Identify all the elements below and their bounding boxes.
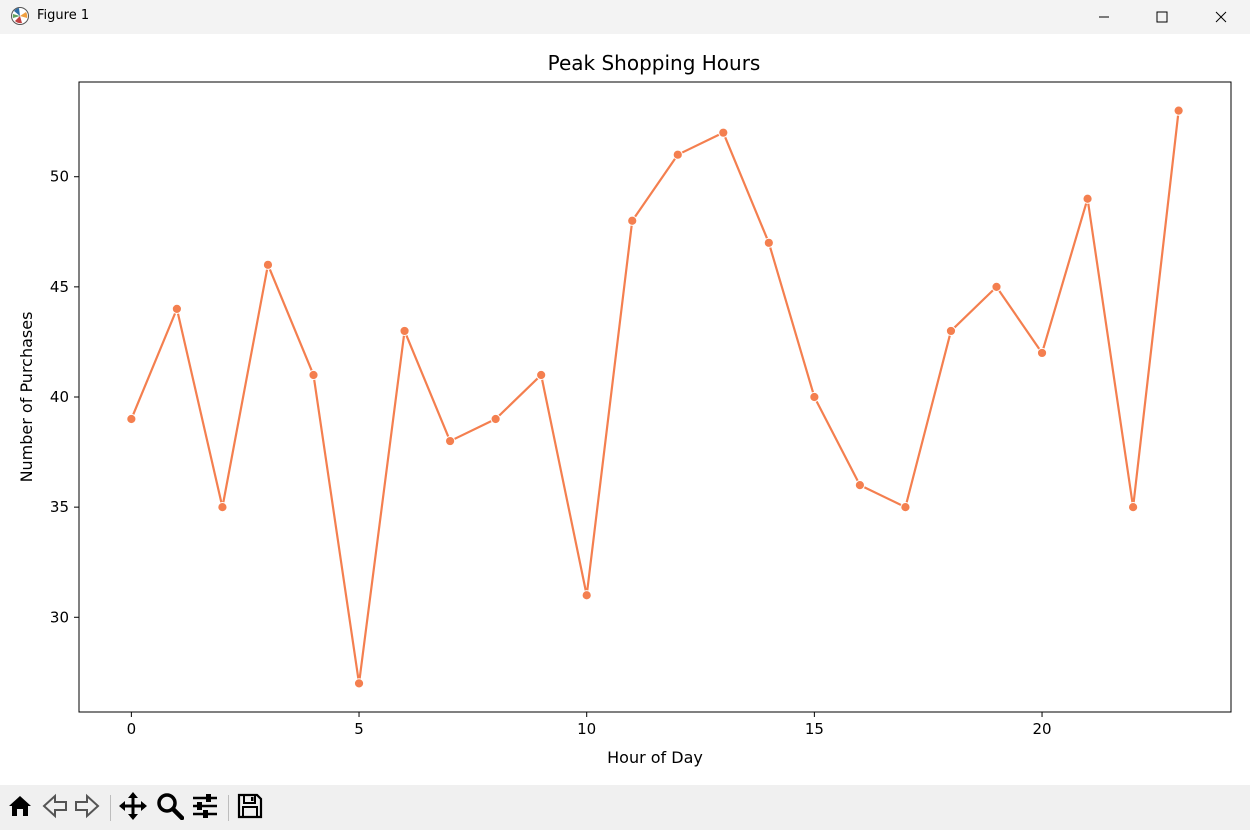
close-button[interactable]: [1192, 0, 1250, 34]
data-point: [718, 127, 729, 138]
x-axis-label: Hour of Day: [607, 748, 703, 767]
back-button[interactable]: [40, 793, 70, 823]
y-tick-label: 40: [50, 388, 69, 406]
configure-subplots-button[interactable]: [190, 793, 220, 823]
x-tick-label: 0: [127, 720, 137, 738]
data-point: [627, 215, 638, 226]
matplotlib-logo-icon: [10, 6, 30, 26]
maximize-button[interactable]: [1133, 0, 1191, 34]
save-icon: [236, 792, 264, 824]
y-tick-label: 35: [50, 498, 69, 516]
series-group: [126, 105, 1184, 689]
x-axis: 0 5 10 15 20: [127, 712, 1052, 738]
plot-area-frame: [78, 81, 1232, 713]
forward-icon: [74, 793, 100, 823]
data-point: [262, 259, 274, 270]
window-titlebar: Figure 1: [0, 0, 1250, 34]
data-point: [991, 281, 1002, 292]
chart-title: Peak Shopping Hours: [548, 51, 761, 75]
data-point: [763, 237, 774, 248]
data-point: [945, 325, 957, 337]
minimize-button[interactable]: [1075, 0, 1133, 34]
back-icon: [42, 793, 68, 823]
data-point: [581, 590, 592, 601]
save-button[interactable]: [235, 793, 265, 823]
data-point: [490, 413, 501, 425]
y-axis-label: Number of Purchases: [17, 312, 36, 483]
data-point: [536, 369, 547, 381]
x-tick-label: 5: [354, 720, 364, 738]
data-point: [1128, 502, 1139, 513]
data-point: [854, 480, 866, 491]
data-point: [1173, 105, 1184, 116]
window-title: Figure 1: [37, 8, 90, 23]
maximize-icon: [1156, 8, 1168, 27]
y-tick-label: 50: [50, 168, 69, 186]
data-point: [126, 413, 137, 425]
data-point: [171, 303, 182, 314]
data-point: [900, 502, 911, 513]
data-point: [353, 678, 365, 689]
toolbar-separator: [228, 795, 229, 821]
y-axis: 30 35 40 45 50: [50, 168, 79, 626]
toolbar-separator: [110, 795, 111, 821]
data-point: [1082, 193, 1093, 204]
data-point: [308, 369, 319, 381]
configure-subplots-icon: [191, 792, 219, 824]
pan-icon: [119, 792, 147, 824]
zoom-icon: [156, 792, 185, 824]
figure-canvas[interactable]: Peak Shopping Hours 0 5 10 15 20 30 35 40 45 50 …: [0, 34, 1250, 785]
navigation-toolbar: [0, 785, 1250, 830]
minimize-icon: [1098, 8, 1110, 27]
y-tick-label: 45: [50, 278, 69, 296]
x-tick-label: 15: [805, 720, 824, 738]
series-line: [130, 110, 1180, 685]
zoom-button[interactable]: [155, 793, 185, 823]
close-icon: [1215, 8, 1227, 27]
data-point: [399, 325, 410, 337]
x-tick-label: 10: [577, 720, 596, 738]
home-icon: [7, 793, 33, 823]
forward-button[interactable]: [72, 793, 102, 823]
home-button[interactable]: [5, 793, 35, 823]
data-point: [809, 391, 820, 403]
data-point: [672, 149, 683, 160]
x-tick-label: 20: [1032, 720, 1051, 738]
y-tick-label: 30: [50, 608, 69, 626]
data-point: [1036, 347, 1048, 359]
pan-button[interactable]: [118, 792, 148, 824]
data-point: [217, 502, 228, 513]
line-chart: Peak Shopping Hours 0 5 10 15 20 3035404550 …: [17, 51, 1232, 767]
data-point: [444, 435, 456, 447]
